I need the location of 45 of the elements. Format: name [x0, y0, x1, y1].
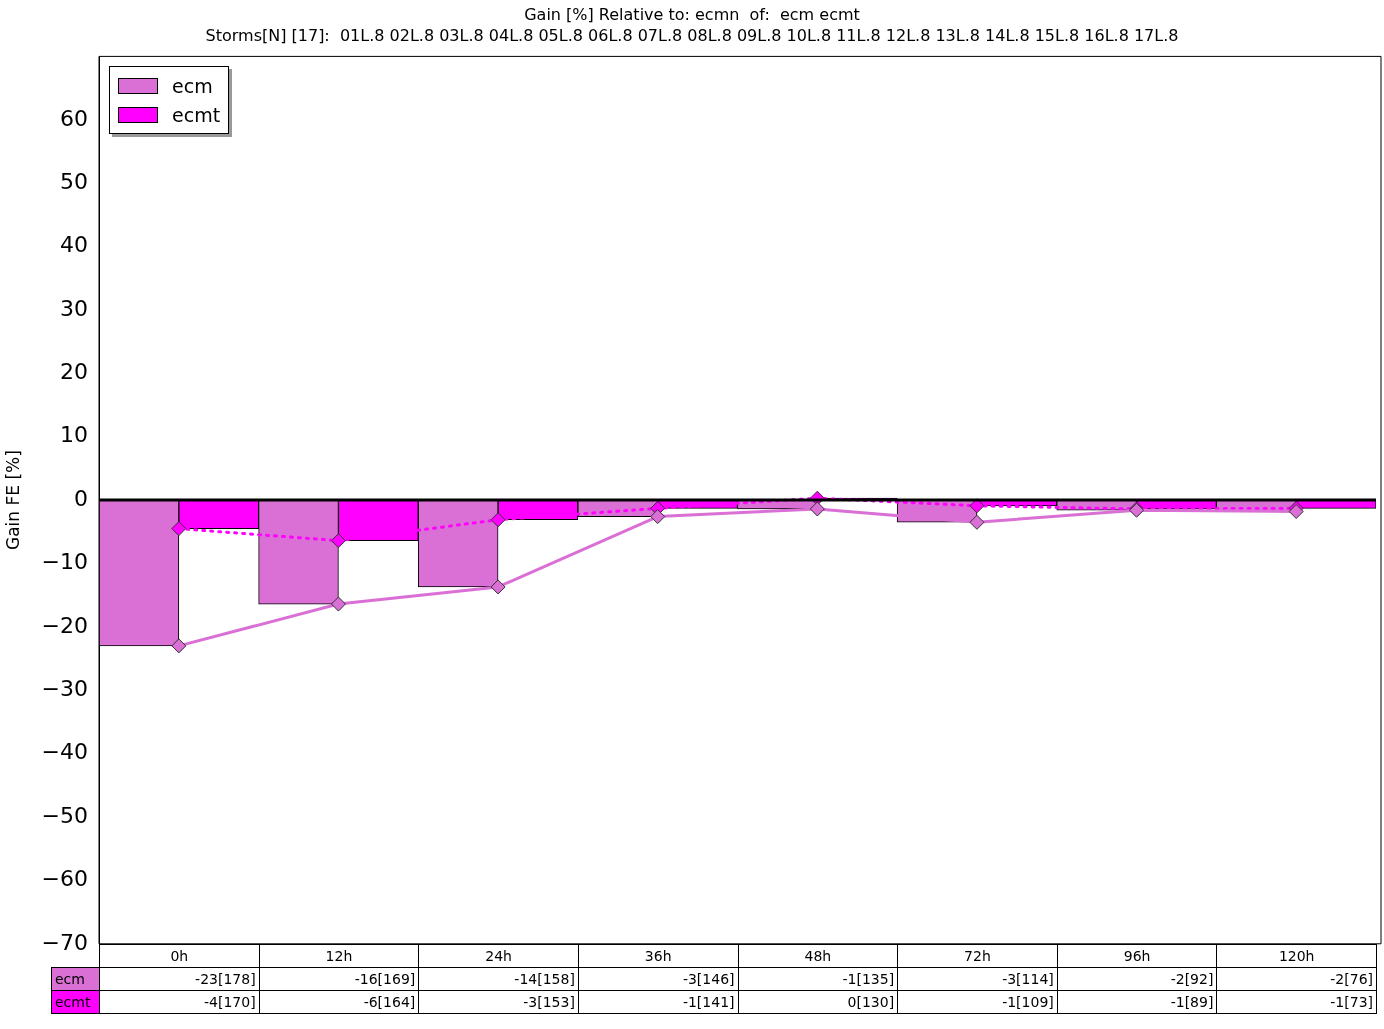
chart-subtitle: Storms[N] [17]: 01L.8 02L.8 03L.8 04L.8 05L.8 06L.8 07L.8 08L.8 09L.8 10L.8 11L.8 12L.8 13L.8 14L.8 15L.8 16L.8 17L.8 [205, 25, 1179, 45]
y-tick-label: 50 [60, 168, 88, 194]
data-label: -16[169] [259, 967, 419, 991]
legend-label: ecm [171, 73, 214, 99]
data-label: -3[153] [418, 990, 579, 1014]
data-label: -1[141] [578, 990, 738, 1014]
y-axis-title: Gain FE [%] [2, 450, 23, 551]
chart-title: Gain [%] Relative to: ecmn of: ecm ecmt [524, 4, 860, 24]
x-tick-label: 0h [99, 944, 260, 968]
data-label: -6[164] [259, 990, 419, 1014]
x-tick-label: 96h [1057, 944, 1217, 968]
data-label: -4[170] [99, 990, 260, 1014]
y-tick-label: −40 [41, 739, 88, 765]
data-label: -3[114] [897, 967, 1058, 991]
text: ecm [55, 970, 85, 987]
y-tick-label: −20 [41, 612, 88, 638]
y-tick-label: 40 [60, 232, 88, 258]
x-tick-label: 24h [418, 944, 579, 968]
data-label: 0[130] [738, 990, 898, 1014]
y-tick-label: 30 [60, 295, 88, 321]
data-label: -1[73] [1216, 990, 1377, 1014]
data-label: -1[135] [738, 967, 898, 991]
y-tick-label: 60 [60, 105, 88, 131]
y-tick-label: 20 [60, 359, 88, 385]
y-tick-label: −30 [41, 675, 88, 701]
text: ecmt [55, 993, 91, 1010]
y-tick-label: −10 [41, 549, 88, 575]
y-tick-label: −60 [41, 866, 88, 892]
data-label: -2[76] [1216, 967, 1377, 991]
data-label: -2[92] [1057, 967, 1217, 991]
x-tick-label: 72h [897, 944, 1058, 968]
y-tick-label: 10 [60, 422, 88, 448]
data-label: -1[109] [897, 990, 1058, 1014]
x-tick-label: 120h [1216, 944, 1377, 968]
y-tick-label: −50 [41, 802, 88, 828]
x-tick-label: 48h [738, 944, 898, 968]
y-tick-label: −70 [41, 929, 88, 955]
y-tick-label: 0 [74, 485, 88, 511]
data-label: -14[158] [418, 967, 579, 991]
data-label: -1[89] [1057, 990, 1217, 1014]
data-label: -3[146] [578, 967, 738, 991]
data-label: -23[178] [99, 967, 260, 991]
legend-label: ecmt [171, 102, 221, 128]
x-tick-label: 36h [578, 944, 738, 968]
x-tick-label: 12h [259, 944, 419, 968]
